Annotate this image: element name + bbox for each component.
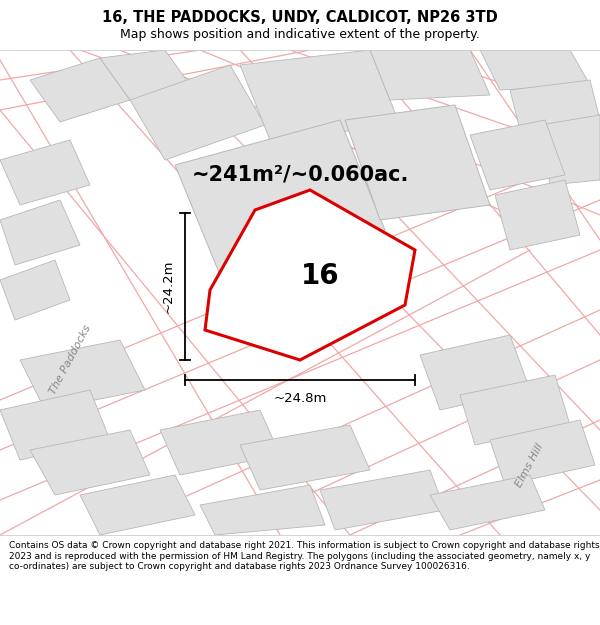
Polygon shape [0, 260, 70, 320]
Polygon shape [0, 140, 90, 205]
Polygon shape [200, 485, 325, 535]
Polygon shape [510, 80, 600, 130]
Text: Elms Hill: Elms Hill [514, 441, 545, 489]
Polygon shape [495, 180, 580, 250]
Polygon shape [0, 200, 80, 265]
Polygon shape [30, 430, 150, 495]
Polygon shape [100, 50, 195, 100]
Polygon shape [80, 475, 195, 535]
Polygon shape [20, 340, 145, 410]
Text: ~24.2m: ~24.2m [162, 260, 175, 313]
Polygon shape [540, 115, 600, 185]
Polygon shape [490, 420, 595, 485]
Polygon shape [205, 190, 415, 360]
Text: 16, THE PADDOCKS, UNDY, CALDICOT, NP26 3TD: 16, THE PADDOCKS, UNDY, CALDICOT, NP26 3… [102, 10, 498, 25]
Text: ~241m²/~0.060ac.: ~241m²/~0.060ac. [191, 165, 409, 185]
Text: 16: 16 [301, 262, 340, 291]
Polygon shape [30, 58, 130, 122]
Text: The Paddocks: The Paddocks [47, 324, 92, 396]
Polygon shape [160, 410, 280, 475]
Polygon shape [420, 335, 530, 410]
Polygon shape [470, 120, 565, 190]
Polygon shape [240, 50, 400, 140]
Polygon shape [430, 475, 545, 530]
Text: ~24.8m: ~24.8m [274, 392, 326, 405]
Polygon shape [130, 65, 265, 160]
Polygon shape [175, 120, 385, 275]
Text: Map shows position and indicative extent of the property.: Map shows position and indicative extent… [120, 28, 480, 41]
Polygon shape [480, 50, 590, 90]
Polygon shape [345, 105, 490, 220]
Text: Contains OS data © Crown copyright and database right 2021. This information is : Contains OS data © Crown copyright and d… [9, 541, 599, 571]
Polygon shape [0, 390, 110, 460]
Polygon shape [370, 50, 490, 100]
Polygon shape [240, 425, 370, 490]
Polygon shape [320, 470, 445, 530]
Polygon shape [460, 375, 570, 445]
